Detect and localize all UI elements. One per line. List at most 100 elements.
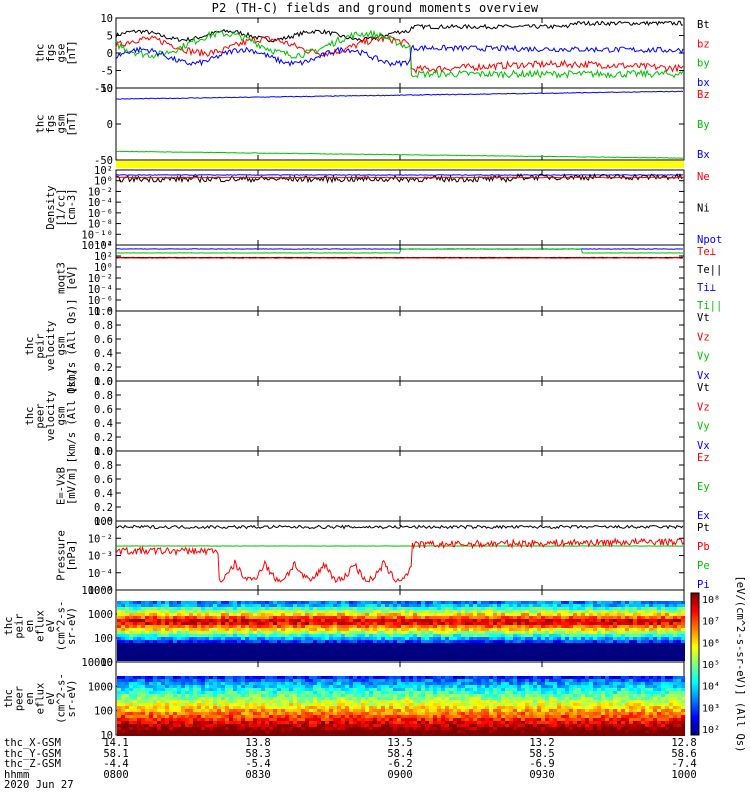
ytick-label-peir_vel: 0.6 (94, 334, 113, 346)
ytick-label-density: 10⁻¹⁰ (81, 229, 113, 241)
ylabel-line: velocity (45, 391, 57, 442)
ylabel-line: (cm^2-s- (56, 673, 68, 724)
ylabel-pressure: Pressure[nPa] (56, 530, 79, 581)
legend-te⊥: Te⊥ (697, 246, 716, 258)
ylabel-line: thc (3, 617, 15, 636)
legend-vt: Vt (697, 312, 710, 324)
ytick-label-fgs_gsm: 50 (100, 83, 113, 95)
ytick-label-temp: 10⁻⁸ (88, 306, 113, 318)
series-npot (115, 174, 684, 176)
ytick-label-pressure: 10⁻⁵ (88, 585, 113, 597)
ytick-label-fgs: -5 (100, 66, 113, 78)
ytick-label-density: 10⁻⁴ (88, 197, 113, 209)
ylabel-line: eflux (35, 683, 47, 715)
colorbar (691, 593, 699, 736)
ylabel-line: eV (45, 619, 57, 632)
ylabel-line: moqt3 (56, 262, 68, 294)
panel-frame-efield (115, 450, 685, 522)
ytick-label-density: 10⁻⁶ (88, 208, 113, 220)
legend-bx: Bx (697, 149, 710, 161)
colorbar-tick: 10⁴ (702, 682, 720, 693)
colorbar-tick: 10⁶ (702, 638, 720, 649)
ylabel-line: velocity (45, 321, 57, 372)
legend-bz: Bz (697, 89, 710, 101)
ylabel-line: Pressure (56, 530, 68, 581)
ytick-label-peer_vel: 0.0 (94, 446, 113, 458)
legend-ex: Ex (697, 510, 710, 522)
ytick-label-peer_spec: 100 (94, 706, 113, 718)
legend-vz: Vz (697, 331, 710, 343)
legend-ez: Ez (697, 452, 710, 464)
ylabel-density: Density[1/cc][cm-3] (45, 185, 78, 229)
ylabel-line: [nPa] (66, 540, 78, 572)
ytick-label-peir_spec: 10 (100, 657, 113, 669)
panel-frame-pressure (115, 520, 685, 591)
ylabel-line: fgs (45, 44, 57, 63)
colorbar-tick: 10⁷ (702, 617, 720, 628)
chart-title: P2 (TH-C) fields and ground moments over… (211, 1, 539, 15)
colorbar-label: [eV/(cm^2-s-sr-eV)] (All Qs) (734, 575, 746, 752)
ytick-label-peer_vel: 0.8 (94, 390, 113, 402)
ylabel-line: gse (56, 44, 68, 63)
ytick-label-pressure: 10⁻⁴ (88, 568, 113, 580)
ytick-label-efield: 0.2 (94, 502, 113, 514)
ytick-label-fgs: -10 (94, 83, 113, 95)
ytick-label-efield: 0.8 (94, 460, 113, 472)
ylabel-line: sr-eV) (66, 607, 78, 645)
ytick-label-temp: 10⁻⁴ (88, 284, 113, 296)
ylabel-line: [nT] (66, 111, 78, 136)
ytick-label-fgs_gsm: -50 (94, 155, 113, 167)
ylabel-line: peer (14, 686, 26, 711)
ylabel-line: [km/s (All Qs)] (66, 299, 78, 394)
ytick-label-fgs: 10 (100, 13, 113, 25)
ytick-label-pressure: 10⁻² (88, 533, 113, 545)
legend-pi: Pi (697, 579, 710, 591)
ylabel-line: [1/cc] (56, 189, 68, 227)
ytick-label-peir_vel: 1.0 (94, 306, 113, 318)
ylabel-line: [mV/m] (66, 467, 78, 505)
ytick-label-density: 10⁻⁸ (88, 219, 113, 231)
ylabel-line: [km/s (All Qs)] (66, 369, 78, 464)
ylabel-line: (cm^2-s- (56, 601, 68, 652)
legend-by: By (697, 119, 710, 131)
colorbar-frame (690, 592, 700, 736)
ytick-label-peir_spec: 10000 (81, 585, 113, 597)
colorbar-tick: 10³ (702, 703, 720, 714)
spectrogram-peer (117, 676, 685, 736)
ylabel-line: gsm (56, 115, 68, 134)
legend-pe: Pe (697, 560, 710, 572)
panel-frame-temp (115, 244, 685, 312)
ylabel-line: peer (35, 403, 47, 428)
ylabel-line: en (24, 620, 36, 633)
ytick-label-density: 10⁰ (94, 176, 113, 188)
ytick-label-density: 10² (94, 165, 113, 177)
ytick-label-peer_spec: 1000 (88, 681, 113, 693)
series-ni (115, 172, 684, 184)
ylabel-temp: moqt3[eV] (56, 262, 79, 294)
ylabel-line: peir (35, 333, 47, 358)
colorbar-tick: 10² (702, 725, 720, 736)
colorbar-label-text: [eV/(cm^2-s-sr-eV)] (All Qs) (734, 575, 746, 752)
legend-ti⊥: Ti⊥ (697, 282, 716, 294)
legend-bz: bz (697, 38, 710, 50)
series-bt (115, 20, 684, 43)
legend-bt: Bt (697, 19, 710, 31)
ytick-label-temp: 10⁴ (94, 240, 113, 252)
legend-pt: Pt (697, 522, 710, 534)
legend-pb: Pb (697, 541, 710, 553)
ytick-label-pressure: 10⁰ (94, 516, 113, 528)
legend-npot: Npot (697, 234, 722, 246)
ylabel-line: thc (35, 115, 47, 134)
series-bx (115, 44, 684, 68)
legend-vx: Vx (697, 440, 710, 452)
ytick-label-peir_vel: 0.4 (94, 348, 113, 360)
ytick-label-efield: 0.6 (94, 474, 113, 486)
legend-by: by (697, 58, 710, 70)
ytick-label-density: 10⁻² (88, 186, 113, 198)
